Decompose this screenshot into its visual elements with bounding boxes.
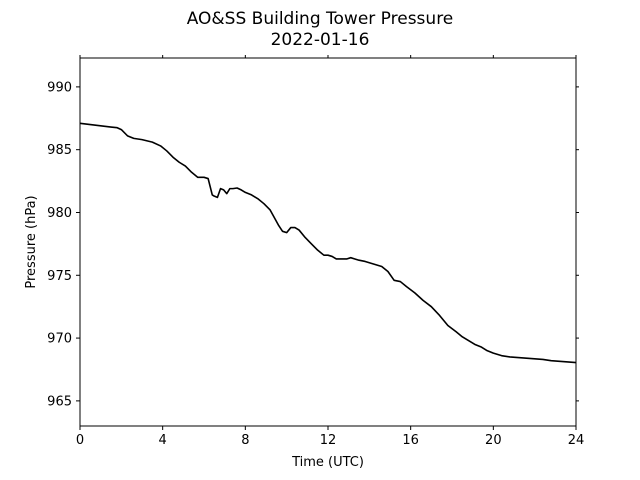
plot-frame [79, 57, 577, 427]
plot-area [80, 58, 576, 426]
x-axis: 0 4 8 12 16 20 24 [76, 55, 584, 448]
y-tick-label: 985 [47, 143, 72, 158]
chart-subtitle: 2022-01-16 [271, 30, 370, 50]
x-tick-label: 0 [76, 433, 84, 448]
y-tick-label: 965 [47, 394, 72, 409]
x-tick-label: 12 [320, 433, 337, 448]
x-tick-label: 8 [241, 433, 249, 448]
chart-title: AO&SS Building Tower Pressure [187, 9, 454, 29]
y-tick-label: 970 [47, 332, 72, 347]
y-tick-label: 990 [47, 80, 72, 95]
y-tick-label: 980 [47, 206, 72, 221]
x-tick-label: 20 [485, 433, 502, 448]
x-tick-label: 4 [159, 433, 167, 448]
x-tick-label: 24 [568, 433, 585, 448]
y-axis-label: Pressure (hPa) [24, 195, 39, 288]
y-tick-label: 975 [47, 269, 72, 284]
x-axis-label: Time (UTC) [291, 455, 364, 470]
x-tick-label: 16 [402, 433, 419, 448]
pressure-series-line [79, 122, 577, 364]
